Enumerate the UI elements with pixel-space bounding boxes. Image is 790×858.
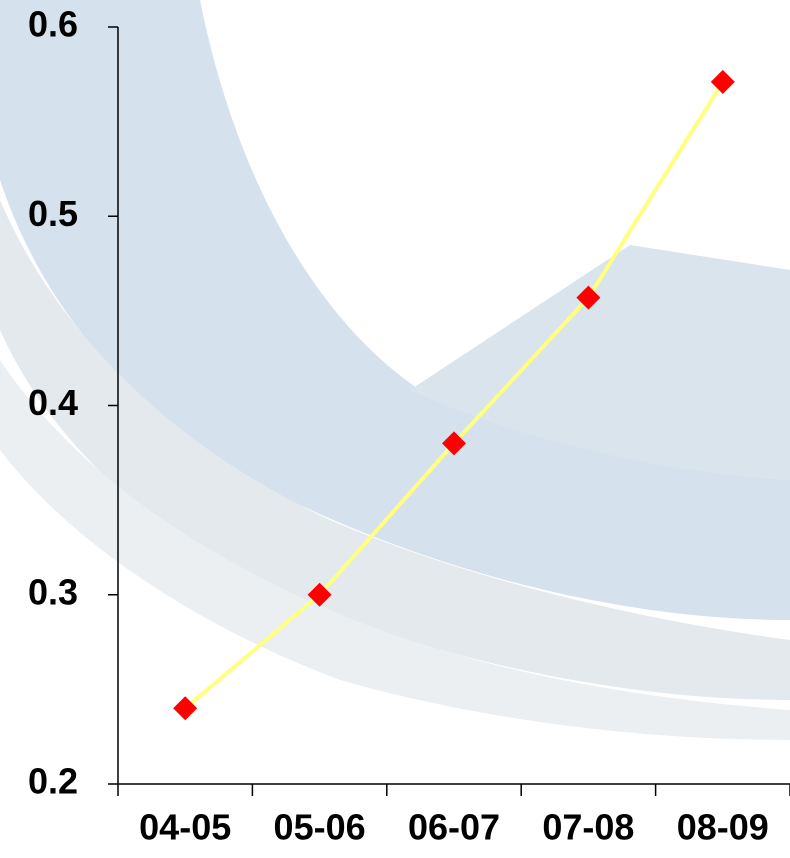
- y-tick-label: 0.6: [28, 4, 78, 45]
- marker: [173, 696, 198, 721]
- x-tick-label: 05-06: [274, 807, 366, 848]
- y-tick-label: 0.2: [28, 761, 78, 802]
- marker: [710, 69, 735, 94]
- y-tick-label: 0.5: [28, 193, 78, 234]
- x-tick-label: 04-05: [139, 807, 231, 848]
- x-tick-label: 08-09: [677, 807, 769, 848]
- x-tick-label: 06-07: [408, 807, 500, 848]
- marker: [307, 582, 332, 607]
- x-tick-label: 07-08: [542, 807, 634, 848]
- marker: [576, 285, 601, 310]
- y-tick-label: 0.4: [28, 382, 78, 423]
- background-decoration: [0, 0, 790, 740]
- marker: [442, 431, 466, 456]
- y-tick-label: 0.3: [28, 571, 78, 612]
